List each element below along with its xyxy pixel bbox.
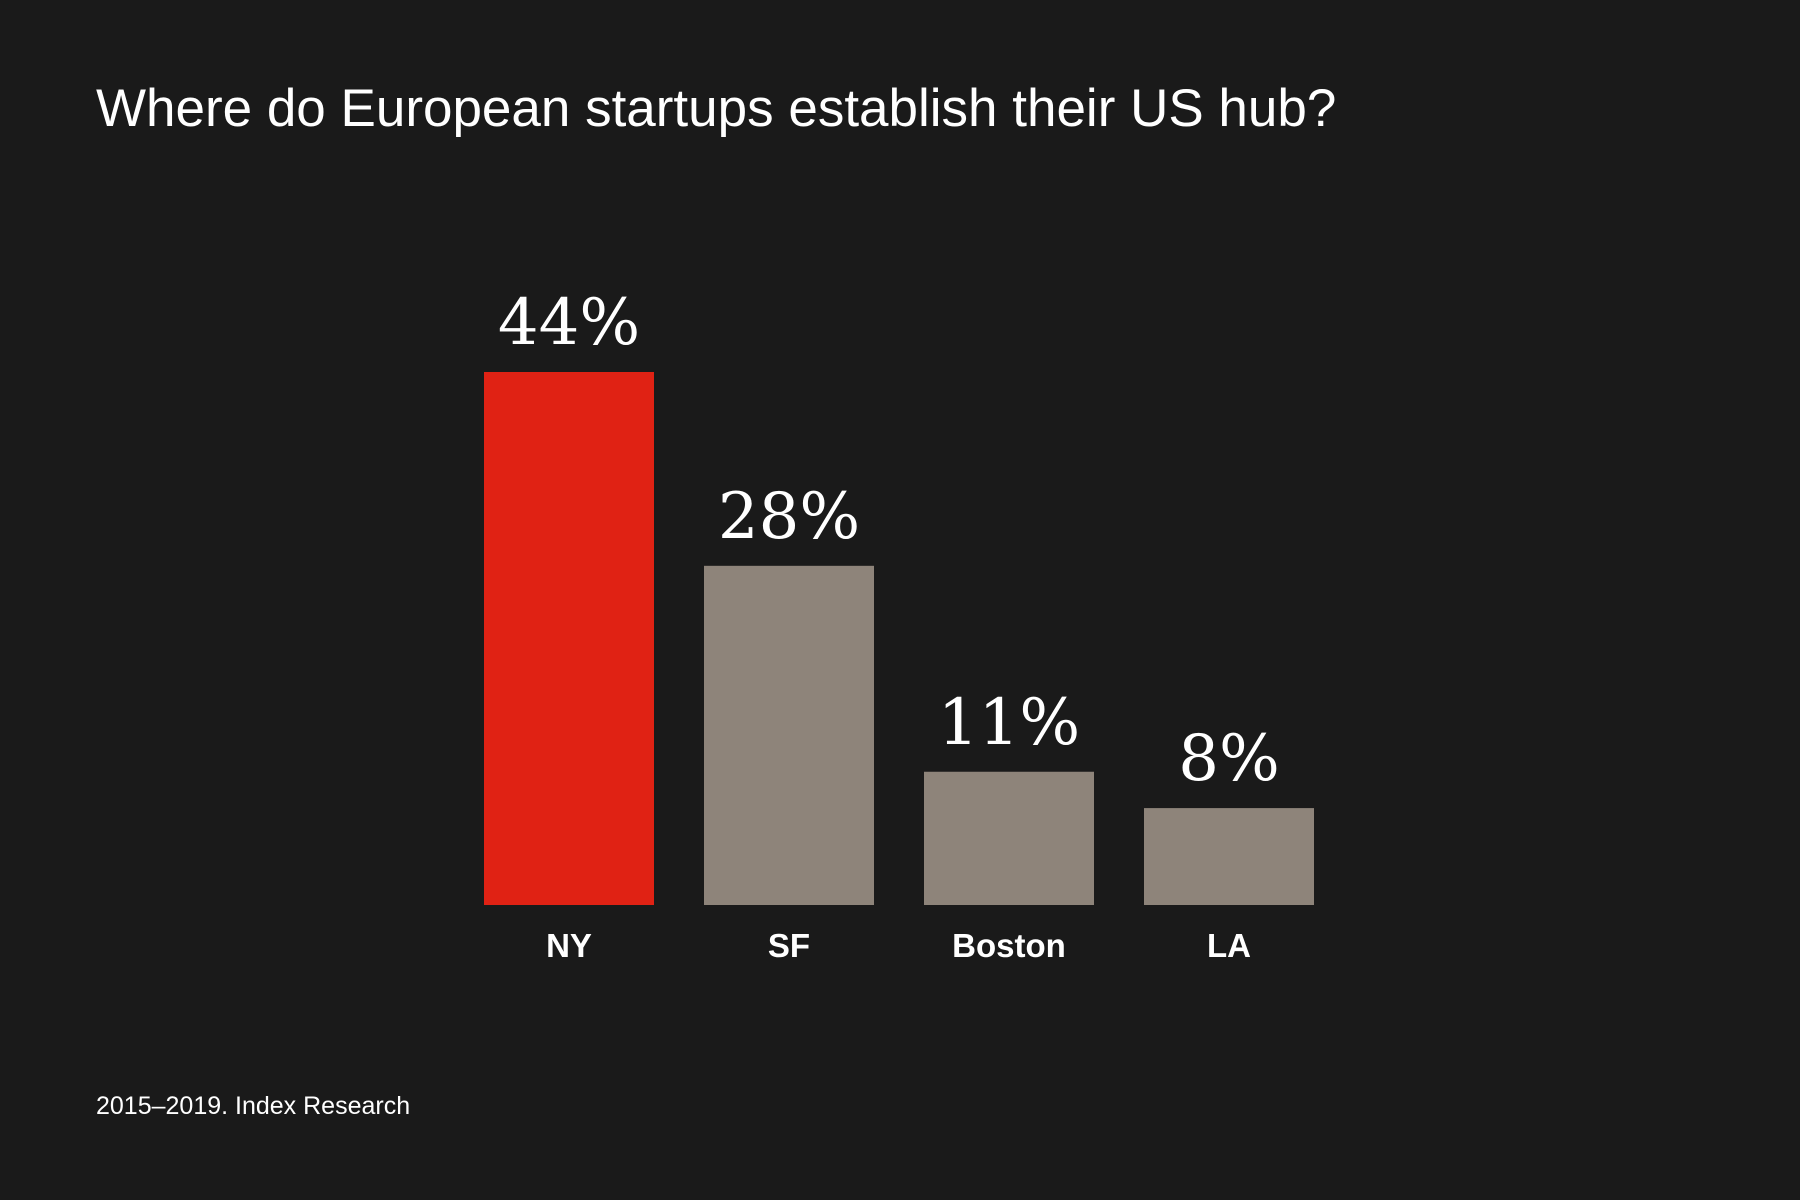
bar-la [1144, 808, 1314, 905]
chart-title: Where do European startups establish the… [96, 79, 1337, 138]
category-label-la: LA [1207, 927, 1251, 964]
value-label-boston: 11% [938, 686, 1080, 760]
bar-boston [924, 771, 1094, 905]
value-label-la: 8% [1178, 722, 1280, 796]
category-label-boston: Boston [952, 927, 1066, 964]
bar-ny [484, 372, 654, 905]
bar-sf [704, 565, 874, 905]
category-label-ny: NY [546, 927, 592, 964]
value-label-sf: 28% [718, 480, 860, 554]
chart-source-note: 2015–2019. Index Research [96, 1092, 411, 1120]
value-label-ny: 44% [498, 286, 640, 360]
category-label-sf: SF [768, 927, 810, 964]
